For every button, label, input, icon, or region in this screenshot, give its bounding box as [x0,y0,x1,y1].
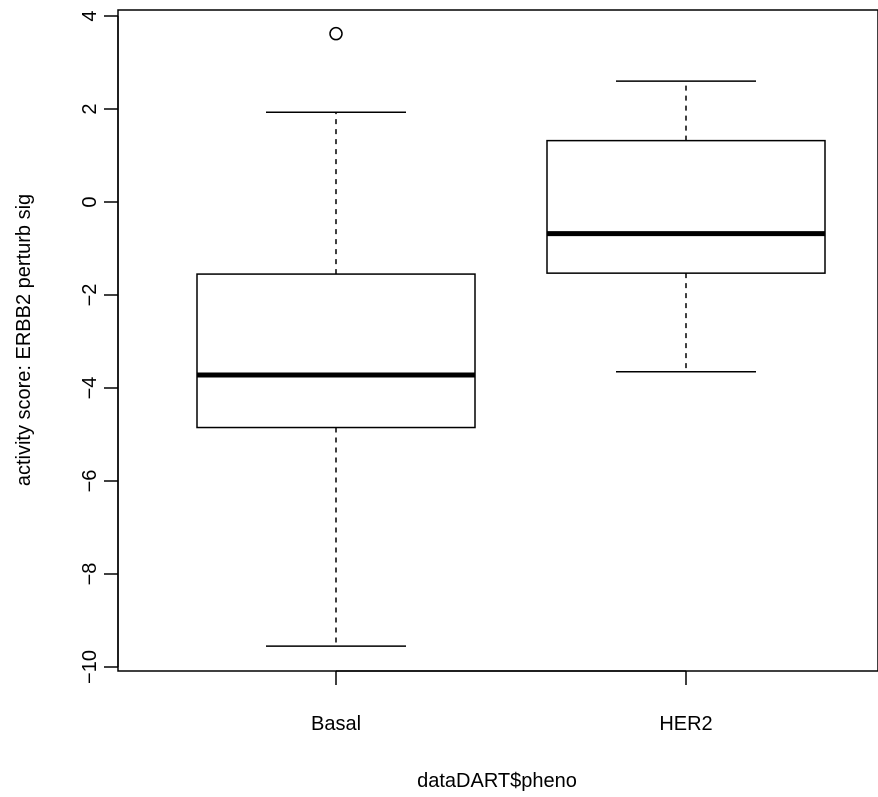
y-axis: −10 −8 −6 −4 −2 0 2 4 [79,10,119,684]
box-basal [196,26,476,647]
y-tick-label: 4 [79,10,101,21]
iqr-box [546,139,826,274]
y-tick-label: −4 [79,377,101,400]
y-axis-label: activity score: ERBB2 perturb sig [13,194,35,486]
y-tick-label: −6 [79,470,101,493]
iqr-box [196,273,476,429]
boxes-group [196,26,826,647]
y-tick-label: 2 [79,103,101,114]
outlier-point [329,26,343,41]
y-tick-label: −8 [79,563,101,586]
x-tick-label: HER2 [659,713,712,735]
y-tick-label: −10 [79,650,101,684]
x-axis-label: dataDART$pheno [417,770,577,792]
y-tick-label: −2 [79,284,101,307]
x-axis: Basal HER2 [311,670,713,735]
y-tick-label: 0 [79,196,101,207]
x-tick-label: Basal [311,713,361,735]
box-her2 [546,80,826,373]
